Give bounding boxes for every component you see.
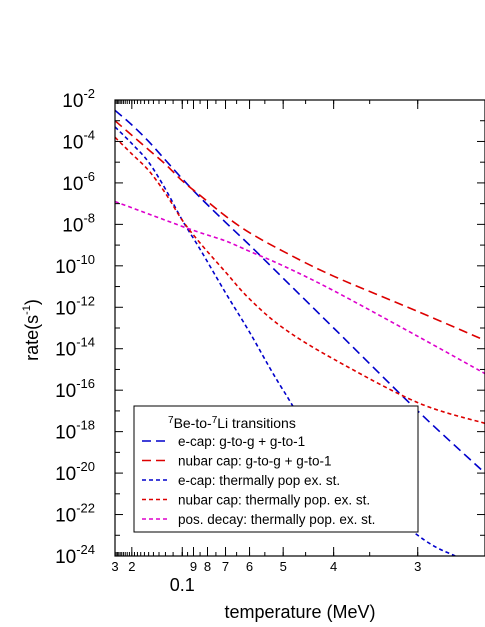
x-tick-label: 5: [280, 559, 287, 574]
x-tick-label: 3: [111, 559, 118, 574]
legend-entry: e-cap: g-to-g + g-to-1: [178, 434, 305, 449]
svg-text:rate(s-1): rate(s-1): [21, 299, 42, 361]
x-tick-label: 2: [128, 559, 135, 574]
y-tick-label: 10-14: [55, 335, 95, 361]
y-tick-label: 10-16: [55, 376, 95, 402]
y-tick-label: 10-12: [55, 293, 95, 319]
x-tick-label: 8: [204, 559, 211, 574]
y-tick-label: 10-2: [62, 86, 95, 112]
x-tick-label: 0.1: [170, 575, 195, 595]
y-tick-label: 10-20: [55, 459, 95, 485]
x-tick-label: 6: [246, 559, 253, 574]
y-axis-label-sup: -1: [21, 305, 33, 315]
series-line: [115, 136, 485, 425]
y-axis-label: rate(s-1): [21, 299, 42, 361]
y-tick-label: 10-4: [62, 127, 95, 153]
x-tick-label: 4: [330, 559, 337, 574]
y-tick-label: 10-22: [55, 501, 95, 527]
x-tick-label: 7: [222, 559, 229, 574]
x-tick-label: 3: [414, 559, 421, 574]
y-tick-label: 10-18: [55, 418, 95, 444]
series-line: [115, 200, 485, 375]
x-tick-label: 9: [190, 559, 197, 574]
legend-entry: nubar cap: g-to-g + g-to-1: [178, 454, 331, 469]
series-line: [115, 120, 485, 342]
y-axis-label-close: ): [22, 299, 42, 305]
y-tick-label: 10-6: [62, 169, 95, 195]
legend-entry: pos. decay: thermally pop. ex. st.: [178, 512, 375, 527]
y-tick-label: 10-10: [55, 252, 95, 278]
legend-box: [133, 405, 419, 533]
y-tick-label: 10-8: [62, 210, 95, 236]
y-axis-label-main: rate(s: [22, 315, 42, 361]
legend-entry: e-cap: thermally pop ex. st.: [178, 473, 340, 488]
series-line: [115, 109, 485, 474]
legend-entry: nubar cap: thermally pop. ex. st.: [178, 493, 370, 508]
y-tick-label: 10-24: [55, 542, 95, 568]
legend-title: 7Be-to-7Li transitions: [168, 415, 296, 432]
x-axis-label: temperature (MeV): [224, 602, 375, 622]
